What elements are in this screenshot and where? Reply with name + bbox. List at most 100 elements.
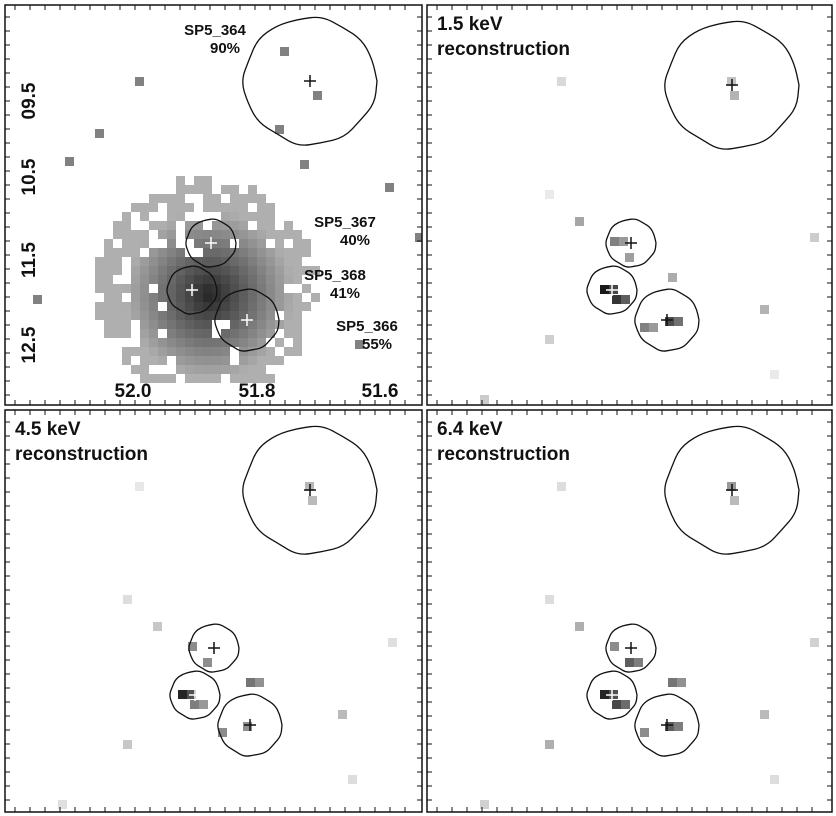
image-pixel — [167, 275, 176, 284]
image-pixel — [770, 370, 779, 379]
image-pixel — [104, 302, 113, 311]
image-pixel — [140, 257, 149, 266]
image-pixel — [284, 347, 293, 356]
image-pixel — [221, 185, 230, 194]
image-pixel — [284, 221, 293, 230]
image-pixel — [185, 320, 194, 329]
image-pixel — [284, 275, 293, 284]
image-pixel — [104, 284, 113, 293]
image-pixel — [194, 293, 203, 302]
image-pixel — [113, 284, 122, 293]
image-pixel — [149, 338, 158, 347]
image-pixel — [257, 284, 266, 293]
image-pixel — [266, 374, 275, 383]
image-pixel — [153, 622, 162, 631]
image-pixel — [140, 311, 149, 320]
image-pixel — [185, 266, 194, 275]
image-pixel — [167, 212, 176, 221]
image-pixel — [176, 365, 185, 374]
image-pixel — [302, 302, 311, 311]
image-pixel — [300, 160, 309, 169]
image-pixel — [284, 311, 293, 320]
source-label-name: SP5_366 — [336, 318, 398, 335]
image-pixel — [95, 284, 104, 293]
image-pixel — [203, 230, 212, 239]
image-pixel — [575, 217, 584, 226]
image-pixel — [113, 248, 122, 257]
image-pixel — [122, 311, 131, 320]
image-pixel — [612, 700, 621, 709]
image-pixel — [257, 194, 266, 203]
image-pixel — [293, 239, 302, 248]
panel-frame — [426, 4, 833, 406]
image-pixel — [149, 248, 158, 257]
image-pixel — [385, 183, 394, 192]
image-pixel — [203, 176, 212, 185]
image-pixel — [104, 257, 113, 266]
image-pixel — [239, 203, 248, 212]
image-pixel — [248, 230, 257, 239]
image-pixel — [185, 347, 194, 356]
image-pixel — [176, 257, 185, 266]
image-pixel — [239, 338, 248, 347]
image-pixel — [257, 302, 266, 311]
image-pixel — [575, 622, 584, 631]
image-pixel — [194, 185, 203, 194]
image-pixel — [203, 311, 212, 320]
image-pixel — [167, 239, 176, 248]
image-pixel — [239, 320, 248, 329]
image-pixel — [104, 320, 113, 329]
image-pixel — [257, 266, 266, 275]
image-pixel — [221, 248, 230, 257]
image-pixel — [95, 266, 104, 275]
image-pixel — [266, 248, 275, 257]
image-pixel — [275, 320, 284, 329]
source-extraction-region — [586, 265, 638, 315]
image-pixel — [275, 266, 284, 275]
image-pixel — [95, 257, 104, 266]
image-pixel — [221, 230, 230, 239]
image-pixel — [176, 194, 185, 203]
image-pixel — [230, 185, 239, 194]
image-pixel — [243, 722, 252, 731]
image-pixel — [248, 212, 257, 221]
image-pixel — [149, 293, 158, 302]
image-pixel — [248, 365, 257, 374]
image-pixel — [194, 320, 203, 329]
image-pixel — [284, 230, 293, 239]
image-pixel — [140, 293, 149, 302]
image-pixel — [176, 266, 185, 275]
source-label-percent: 55% — [362, 336, 392, 353]
image-pixel — [167, 293, 176, 302]
image-pixel — [140, 212, 149, 221]
image-pixel — [248, 347, 257, 356]
image-pixel — [284, 329, 293, 338]
image-pixel — [176, 320, 185, 329]
image-pixel — [266, 356, 275, 365]
panel-title-line: 4.5 keV — [15, 419, 81, 440]
image-pixel — [149, 302, 158, 311]
image-layer — [58, 425, 397, 809]
image-pixel — [625, 658, 634, 667]
panel-frame — [426, 409, 833, 813]
image-pixel — [248, 329, 257, 338]
image-pixel — [149, 275, 158, 284]
image-pixel — [293, 266, 302, 275]
image-pixel — [203, 356, 212, 365]
image-layer — [33, 16, 422, 383]
image-pixel — [158, 374, 167, 383]
image-pixel — [293, 230, 302, 239]
image-pixel — [176, 185, 185, 194]
image-pixel — [257, 347, 266, 356]
panel-recon-4.5: 4.5 keV reconstruction — [4, 409, 423, 813]
image-pixel — [113, 311, 122, 320]
image-pixel — [199, 700, 208, 709]
image-pixel — [135, 77, 144, 86]
image-pixel — [140, 230, 149, 239]
image-pixel — [158, 221, 167, 230]
image-pixel — [212, 338, 221, 347]
panel-title-line: reconstruction — [437, 444, 570, 465]
image-pixel — [248, 374, 257, 383]
image-pixel — [149, 221, 158, 230]
image-pixel — [230, 257, 239, 266]
